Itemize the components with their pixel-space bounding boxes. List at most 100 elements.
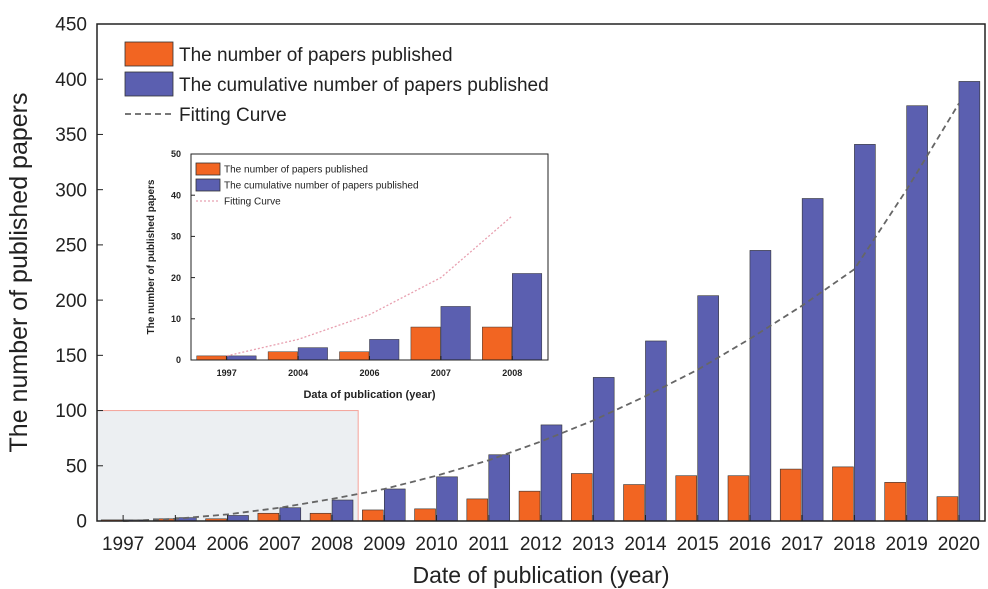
inset-bar-annual-2008 xyxy=(482,326,513,361)
inset-xtick-label: 2008 xyxy=(502,368,522,378)
main-bar-annual-2017 xyxy=(779,468,802,522)
main-xtick-label: 2011 xyxy=(468,534,509,555)
main-bar-cumulative-2014 xyxy=(645,340,667,522)
main-bar-annual-2010 xyxy=(414,508,436,522)
inset-bar-cumulative-2008 xyxy=(512,273,543,361)
main-bar-annual-2016 xyxy=(727,475,750,522)
main-x-axis: 1997 2004 2006 2007 2008 2009 2010 2011 2012 2013… xyxy=(102,515,980,555)
main-xtick-label: 2016 xyxy=(729,534,771,555)
main-bar-annual-2019 xyxy=(884,482,906,522)
inset-ytick-label: 40 xyxy=(171,190,181,200)
main-xtick-label: 2010 xyxy=(415,534,457,555)
main-bar-annual-2018 xyxy=(832,466,854,522)
main-fit-curve xyxy=(123,103,960,522)
main-y-axis: 0 50 100 150 200 250 300 350 400 450 xyxy=(55,15,103,533)
highlight-region xyxy=(96,410,359,522)
main-bar-cumulative-2007 xyxy=(279,507,302,522)
inset-chart: 0 10 20 30 40 50 1997 2004 2006 2007 2008 Data of… xyxy=(146,149,549,401)
main-bar-cumulative-2009 xyxy=(383,488,406,522)
main-xtick-label: 1997 xyxy=(102,534,144,555)
main-legend-swatch xyxy=(124,41,174,67)
main-bar-annual-2011 xyxy=(466,498,489,522)
main-x-axis-label: Date of publication (year) xyxy=(413,562,670,588)
main-xtick-label: 2020 xyxy=(938,534,980,555)
main-xtick-label: 2014 xyxy=(624,534,667,555)
main-bars xyxy=(100,81,981,522)
inset-legend-label: Fitting Curve xyxy=(224,197,281,208)
main-bar-cumulative-2006 xyxy=(227,515,249,522)
main-bar-annual-2020 xyxy=(936,496,959,522)
inset-bar-cumulative-2006 xyxy=(369,339,400,361)
inset-y-axis: 0 10 20 30 40 50 xyxy=(171,149,195,365)
main-bar-annual-2015 xyxy=(675,475,698,522)
inset-xtick-label: 2007 xyxy=(431,368,451,378)
inset-legend-label: The cumulative number of papers publishe… xyxy=(224,181,419,192)
main-bar-annual-2013 xyxy=(570,473,593,522)
inset-legend-swatch xyxy=(195,162,221,176)
main-ytick-label: 300 xyxy=(55,180,87,201)
main-bar-cumulative-2018 xyxy=(854,144,876,522)
main-legend: The number of papers published The cumula… xyxy=(124,41,549,126)
inset-legend: The number of papers published The cumula… xyxy=(195,162,419,208)
main-bar-annual-2012 xyxy=(518,490,541,522)
inset-ytick-label: 10 xyxy=(171,314,181,324)
main-xtick-label: 2007 xyxy=(259,534,301,555)
inset-bars xyxy=(196,273,543,361)
inset-x-axis-label: Data of publication (year) xyxy=(303,389,435,401)
main-bar-cumulative-2020 xyxy=(958,81,981,522)
inset-legend-label: The number of papers published xyxy=(224,165,368,176)
inset-legend-swatch xyxy=(195,178,221,192)
main-xtick-label: 2009 xyxy=(363,534,405,555)
inset-fit-curve xyxy=(226,215,513,357)
main-ytick-label: 50 xyxy=(66,456,87,477)
inset-bar-cumulative-2004 xyxy=(297,347,328,361)
main-bar-cumulative-2017 xyxy=(801,198,824,522)
main-xtick-label: 2017 xyxy=(781,534,823,555)
main-xtick-label: 2004 xyxy=(154,534,197,555)
main-ytick-label: 0 xyxy=(76,512,87,533)
inset-ytick-label: 20 xyxy=(171,273,181,283)
inset-bar-annual-2007 xyxy=(410,326,441,361)
main-bar-cumulative-2019 xyxy=(906,105,928,522)
main-xtick-label: 2015 xyxy=(677,534,719,555)
main-xtick-label: 2013 xyxy=(572,534,614,555)
inset-xtick-label: 2004 xyxy=(288,368,308,378)
main-ytick-label: 100 xyxy=(55,401,87,422)
main-ytick-label: 450 xyxy=(55,15,87,36)
main-ytick-label: 400 xyxy=(55,70,87,91)
main-bar-cumulative-2015 xyxy=(697,295,719,522)
inset-background xyxy=(191,154,548,360)
main-legend-label: The number of papers published xyxy=(179,45,453,66)
main-xtick-label: 2018 xyxy=(833,534,875,555)
inset-xtick-label: 2006 xyxy=(359,368,379,378)
main-xtick-label: 2012 xyxy=(520,534,562,555)
main-bar-annual-2008 xyxy=(309,512,332,522)
inset-bar-cumulative-2007 xyxy=(440,306,471,361)
main-bar-cumulative-2011 xyxy=(488,454,511,522)
inset-x-axis: 1997 2004 2006 2007 2008 xyxy=(217,356,522,378)
inset-bar-annual-2004 xyxy=(267,351,298,361)
main-bar-cumulative-2013 xyxy=(592,377,615,522)
main-ytick-label: 200 xyxy=(55,291,87,312)
main-xtick-label: 2019 xyxy=(886,534,928,555)
main-bar-cumulative-2010 xyxy=(436,476,458,522)
main-bar-annual-2014 xyxy=(623,484,645,522)
main-bar-cumulative-2008 xyxy=(331,499,354,522)
main-legend-swatch xyxy=(124,71,174,97)
main-bar-cumulative-2016 xyxy=(749,250,772,522)
inset-ytick-label: 30 xyxy=(171,232,181,242)
inset-y-axis-label: The number of published papers xyxy=(146,179,157,334)
inset-bar-annual-2006 xyxy=(339,351,370,361)
main-ytick-label: 150 xyxy=(55,346,87,367)
inset-bar-annual-1997 xyxy=(196,355,227,361)
inset-xtick-label: 1997 xyxy=(217,368,237,378)
inset-bar-cumulative-1997 xyxy=(226,355,257,361)
main-legend-label: The cumulative number of papers publishe… xyxy=(179,75,549,96)
inset-ytick-label: 0 xyxy=(176,355,181,365)
main-bar-annual-2007 xyxy=(257,512,280,522)
main-xtick-label: 2006 xyxy=(206,534,248,555)
main-ytick-label: 250 xyxy=(55,236,87,257)
inset-ytick-label: 50 xyxy=(171,149,181,159)
